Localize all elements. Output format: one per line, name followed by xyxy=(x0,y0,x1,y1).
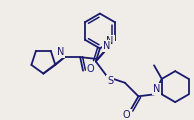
Text: N: N xyxy=(153,84,160,94)
Text: O: O xyxy=(123,110,131,120)
Text: N: N xyxy=(103,42,110,51)
Text: N: N xyxy=(107,36,114,46)
Text: S: S xyxy=(107,76,113,86)
Text: O: O xyxy=(87,64,95,74)
Text: N: N xyxy=(57,47,64,57)
